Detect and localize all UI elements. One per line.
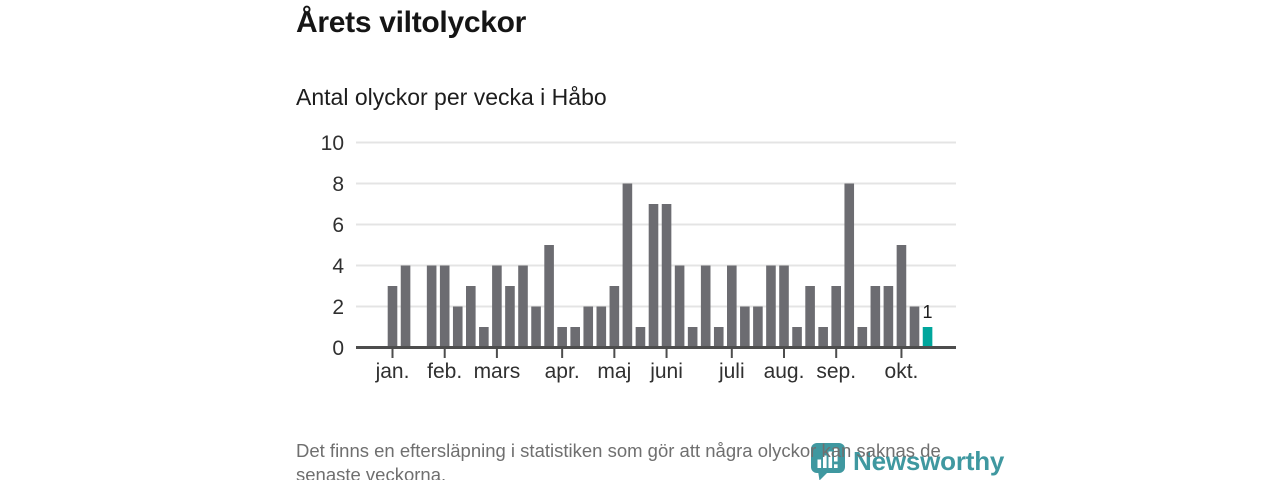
bar-week-12: [531, 306, 541, 348]
y-axis-label-2: 2: [332, 296, 344, 319]
bar-week-8: [479, 327, 489, 348]
bar-week-15: [570, 327, 580, 348]
bar-week-10: [505, 286, 515, 348]
bar-week-39: [883, 286, 894, 348]
newsworthy-marker-barchart-icon: [811, 443, 845, 480]
bar-week-21: [648, 204, 659, 348]
month-label-feb: feb.: [427, 360, 462, 383]
month-label-apr: apr.: [545, 360, 580, 383]
bar-week-36: [844, 183, 855, 348]
bar-week-31: [779, 265, 789, 348]
bar-week-20: [635, 327, 646, 348]
bar-week-11: [518, 265, 528, 348]
month-label-juli: juli: [718, 360, 745, 383]
bar-week-1: [387, 286, 398, 348]
month-label-sep: sep.: [816, 360, 856, 383]
bar-week-35: [831, 286, 841, 348]
bar-week-34: [818, 327, 828, 348]
bar-week-30: [766, 265, 776, 348]
bar-week-42: [922, 327, 933, 348]
bar-week-37: [857, 327, 868, 348]
y-axis-label-4: 4: [332, 255, 344, 278]
bar-week-7: [466, 286, 476, 348]
bar-week-27: [727, 265, 737, 348]
month-label-okt: okt.: [885, 360, 919, 383]
bar-week-28: [740, 306, 750, 348]
bar-week-33: [805, 286, 815, 348]
newsworthy-logo: Newsworthy: [810, 442, 1004, 480]
chart-title: Årets viltolyckor: [296, 6, 526, 39]
y-axis-label-0: 0: [332, 337, 344, 360]
bar-week-17: [596, 306, 607, 348]
bar-week-32: [792, 327, 802, 348]
bar-week-25: [700, 265, 711, 348]
y-axis-label-6: 6: [332, 214, 344, 237]
month-label-juni: juni: [649, 360, 683, 383]
footnote: Det finns en eftersläpning i statistiken…: [296, 440, 941, 480]
bar-week-41: [909, 306, 920, 348]
month-label-jan: jan.: [375, 360, 410, 383]
bar-week-40: [896, 245, 907, 348]
bar-week-29: [753, 306, 763, 348]
month-label-maj: maj: [597, 360, 631, 383]
month-label-aug: aug.: [764, 360, 805, 383]
last-bar-value-label: 1: [923, 302, 933, 322]
bar-week-23: [674, 265, 685, 348]
bar-week-26: [713, 327, 724, 348]
bar-week-14: [557, 327, 567, 348]
bar-week-13: [544, 245, 554, 348]
bar-week-9: [492, 265, 502, 348]
newsworthy-logo-text: Newsworthy: [853, 446, 1005, 476]
bar-week-16: [583, 306, 594, 348]
bar-week-2: [400, 265, 411, 348]
chart-subtitle: Antal olyckor per vecka i Håbo: [296, 84, 607, 110]
month-label-mars: mars: [474, 360, 521, 383]
bar-week-22: [661, 204, 672, 348]
bar-week-24: [687, 327, 698, 348]
bar-week-19: [622, 183, 633, 348]
bar-week-4: [426, 265, 437, 348]
y-axis-label-8: 8: [332, 173, 344, 196]
bar-week-38: [870, 286, 881, 348]
y-axis-label-10: 10: [321, 132, 344, 155]
bar-week-6: [452, 306, 463, 348]
bar-week-18: [609, 286, 620, 348]
bar-week-5: [439, 265, 450, 348]
